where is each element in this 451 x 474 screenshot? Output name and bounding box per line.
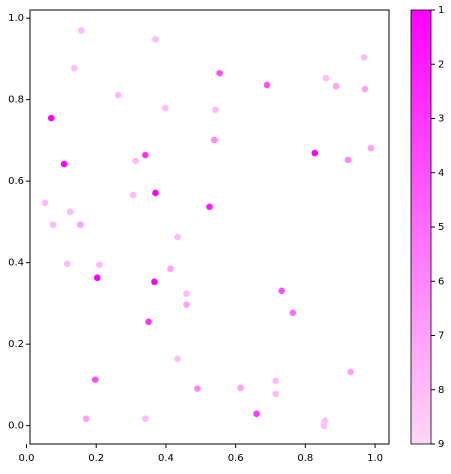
scatter-point (91, 376, 99, 383)
scatter-point (289, 309, 297, 317)
scatter-point (361, 85, 369, 93)
scatter-point (70, 64, 78, 72)
scatter-point (344, 156, 352, 164)
scatter-point (151, 278, 158, 286)
x-tick-label: 1.0 (367, 453, 383, 464)
x-tick-label: 0.0 (19, 453, 35, 464)
scatter-point (263, 81, 271, 89)
scatter-point (194, 385, 201, 392)
scatter-point (114, 91, 122, 99)
x-tick-label: 0.8 (297, 453, 313, 464)
scatter-point (132, 157, 139, 165)
scatter-point (82, 415, 90, 423)
scatter-point (320, 422, 328, 429)
colorbar-tick-label: 1 (438, 5, 444, 16)
scatter-point (63, 260, 71, 268)
scatter-point (272, 390, 280, 398)
colorbar-tick-label: 8 (438, 385, 444, 396)
y-tick-label: 1.0 (8, 13, 24, 24)
y-tick-label: 0.0 (8, 421, 24, 432)
colorbar-tick-label: 3 (438, 114, 444, 125)
scatter-point (41, 199, 49, 207)
scatter-point (183, 290, 190, 297)
scatter-point (360, 53, 368, 61)
scatter-point (211, 136, 218, 144)
scatter-point (174, 233, 181, 241)
scatter-point (272, 377, 280, 385)
scatter-point (216, 69, 223, 77)
scatter-point (152, 36, 159, 43)
scatter-point (152, 189, 159, 197)
scatter-point (278, 287, 285, 295)
plot-frame (29, 9, 390, 445)
colorbar-tick-label: 7 (438, 331, 444, 342)
x-tick-label: 0.2 (88, 453, 104, 464)
scatter-point (142, 151, 149, 159)
scatter-point (66, 208, 74, 216)
x-tick-label: 0.6 (228, 453, 244, 464)
scatter-point (206, 203, 213, 211)
scatter-point (237, 384, 244, 392)
scatter-point (183, 301, 190, 308)
y-tick-label: 0.4 (8, 258, 24, 269)
scatter-point (49, 221, 57, 229)
scatter-point (212, 106, 219, 114)
scatter-point (322, 74, 330, 82)
scatter-point (93, 274, 101, 282)
scatter-point (145, 318, 152, 326)
colorbar-tick-label: 2 (438, 59, 444, 70)
scatter-point (332, 82, 340, 90)
colorbar-tick-label: 5 (438, 222, 444, 233)
colorbar (410, 9, 432, 445)
scatter-point (76, 221, 84, 229)
colorbar-tick-label: 9 (438, 439, 444, 450)
scatter-point (60, 160, 68, 168)
scatter-point (77, 27, 85, 34)
scatter-point (311, 149, 319, 157)
scatter-point (161, 104, 169, 112)
y-tick-label: 0.2 (8, 339, 24, 350)
x-tick-label: 0.4 (158, 453, 174, 464)
scatter-point (367, 144, 375, 152)
scatter-point (47, 114, 55, 122)
y-tick-label: 0.6 (8, 176, 24, 187)
scatter-point (96, 261, 103, 268)
scatter-point (142, 415, 149, 423)
scatter-point (167, 265, 174, 273)
scatter-point (174, 355, 181, 363)
scatter-point (129, 191, 137, 199)
scatter-point (253, 410, 260, 418)
y-tick-label: 0.8 (8, 95, 24, 106)
colorbar-tick-label: 4 (438, 168, 444, 179)
colorbar-tick-label: 6 (438, 276, 444, 287)
scatter-point (347, 368, 354, 376)
